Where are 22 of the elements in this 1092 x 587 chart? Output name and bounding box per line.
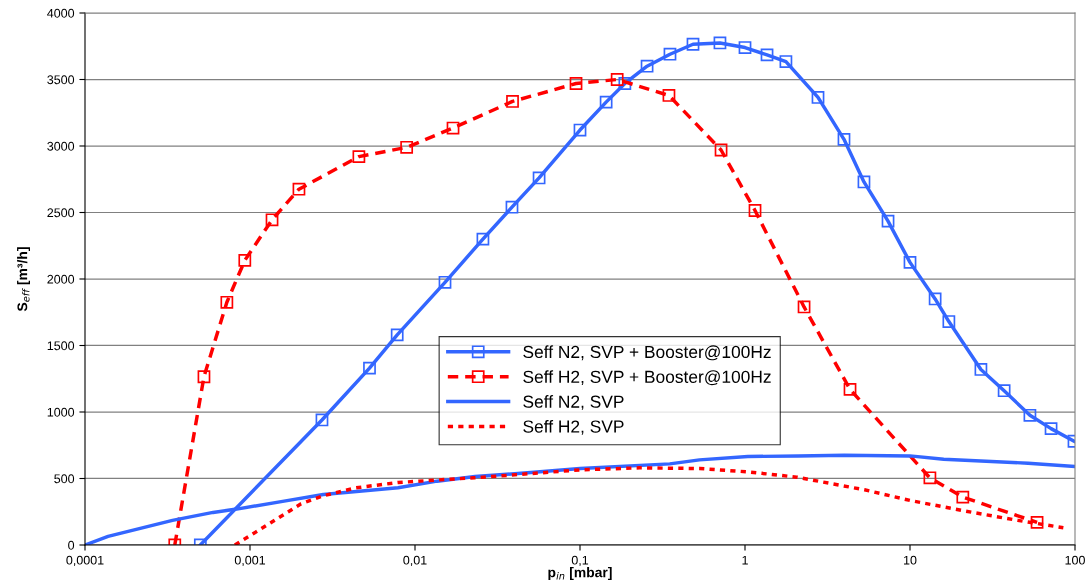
y-axis-title: S$_{eff}$ [m³/h] [17,247,30,312]
x-tick-label: 10 [904,555,917,565]
y-tick-label: 4000 [47,8,75,18]
y-tick-label: 1500 [47,341,75,351]
x-tick-label: 0,01 [403,555,427,567]
x-axis-title: p$_{in}$ [mbar] [548,567,612,581]
y-tick-label: 0 [68,540,75,550]
legend-label: Seff N2, SVP [523,395,624,410]
legend-label: Seff N2, SVP + Booster@100Hz [523,345,771,361]
y-tick-label: 500 [54,474,75,484]
x-tick-label: 1 [742,555,748,565]
legend-label: Seff H2, SVP + Booster@100Hz [523,370,771,386]
y-tick-label: 2500 [47,208,75,218]
x-tick-label: 100 [1065,555,1085,565]
x-tick-label: 0,001 [234,555,266,567]
x-tick-label: 0,0001 [66,555,104,567]
legend-label: Seff H2, SVP [523,419,624,435]
y-tick-label: 3000 [47,141,75,151]
y-tick-label: 2000 [47,274,75,284]
x-tick-label: 0,1 [571,555,589,567]
y-tick-label: 3500 [47,75,75,85]
y-tick-label: 1000 [47,407,75,417]
